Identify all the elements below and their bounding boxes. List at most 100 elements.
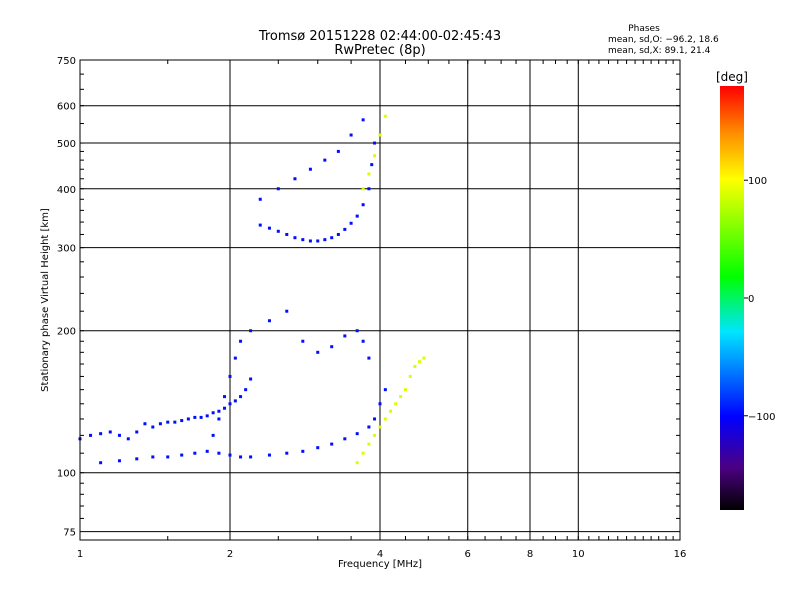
data-point	[323, 158, 327, 162]
data-point	[217, 409, 221, 413]
chart-subtitle: RwPretec (8p)	[334, 43, 425, 58]
data-point	[267, 226, 271, 230]
x-tick-label: 2	[227, 549, 233, 560]
data-point	[186, 417, 190, 421]
stats-heading: Phases	[628, 24, 660, 34]
data-point	[394, 402, 398, 406]
data-point	[367, 187, 371, 191]
data-point	[117, 433, 121, 437]
data-point	[211, 433, 215, 437]
x-tick-label: 4	[377, 549, 383, 560]
data-point	[343, 227, 347, 231]
data-point	[301, 449, 305, 453]
data-point	[223, 406, 227, 410]
data-point	[89, 433, 93, 437]
data-point	[301, 339, 305, 343]
colorbar-tick-label: −100	[748, 412, 775, 423]
data-point	[361, 203, 365, 207]
data-point	[343, 334, 347, 338]
colorbar-ticks: 100 0 −100	[744, 176, 775, 423]
data-point	[158, 422, 162, 426]
data-point	[378, 425, 382, 429]
data-point	[205, 449, 209, 453]
data-point	[223, 395, 227, 399]
data-point	[373, 433, 377, 437]
data-point	[143, 422, 147, 426]
data-point	[361, 118, 365, 122]
data-point	[117, 459, 121, 463]
data-point	[233, 356, 237, 360]
data-point	[378, 133, 382, 137]
data-point	[330, 442, 334, 446]
data-point	[166, 420, 170, 424]
grid-lines	[80, 60, 680, 540]
data-point	[233, 399, 237, 403]
data-point	[267, 319, 271, 323]
x-tick-label: 10	[572, 549, 585, 560]
data-point	[408, 374, 412, 378]
data-point	[383, 114, 387, 118]
data-point	[413, 364, 417, 368]
data-point	[349, 133, 353, 137]
data-point	[151, 455, 155, 459]
data-point	[355, 461, 359, 465]
data-point	[336, 149, 340, 153]
data-point	[193, 415, 197, 419]
data-point	[323, 238, 327, 242]
data-point	[151, 425, 155, 429]
data-point	[293, 177, 297, 181]
data-point	[211, 411, 215, 415]
data-point	[193, 451, 197, 455]
data-point	[361, 339, 365, 343]
data-point	[399, 395, 403, 399]
data-point	[126, 437, 130, 441]
data-point	[308, 167, 312, 171]
data-point	[205, 414, 209, 418]
data-point	[217, 417, 221, 421]
x-tick-label: 16	[674, 549, 687, 560]
data-point	[199, 415, 203, 419]
y-tick-label: 500	[57, 139, 76, 150]
data-point	[378, 402, 382, 406]
data-point	[316, 239, 320, 243]
data-point	[180, 453, 184, 457]
data-point	[367, 172, 371, 176]
data-point	[239, 395, 243, 399]
data-point	[228, 374, 232, 378]
data-point	[135, 457, 139, 461]
y-tick-label: 75	[63, 528, 76, 539]
data-point	[367, 425, 371, 429]
stats-o-mode: mean, sd,O: −96.2, 18.6	[608, 35, 719, 45]
colorbar-label: [deg]	[716, 70, 748, 84]
y-tick-label: 200	[57, 327, 76, 338]
data-point	[239, 455, 243, 459]
data-point	[417, 360, 421, 364]
data-point	[373, 417, 377, 421]
data-point	[355, 432, 359, 436]
data-point	[99, 432, 103, 436]
data-point	[276, 229, 280, 233]
data-point	[99, 461, 103, 465]
colorbar-tick-label: 100	[748, 176, 767, 187]
x-axis-label: Frequency [MHz]	[338, 559, 422, 570]
y-axis: 75 100 200 300 400 500 600 750	[57, 56, 680, 539]
data-point	[355, 214, 359, 218]
data-point	[349, 221, 353, 225]
data-point	[361, 451, 365, 455]
x-tick-label: 8	[527, 549, 533, 560]
data-point	[383, 417, 387, 421]
data-point	[301, 238, 305, 242]
data-point	[293, 236, 297, 240]
data-point	[249, 377, 253, 381]
y-tick-label: 600	[57, 102, 76, 113]
data-point	[166, 455, 170, 459]
data-point	[228, 402, 232, 406]
data-point	[244, 388, 248, 392]
data-point	[285, 232, 289, 236]
data-point	[285, 309, 289, 313]
data-point	[173, 420, 177, 424]
data-point	[258, 223, 262, 227]
data-point	[389, 409, 393, 413]
data-point	[180, 419, 184, 423]
chart-title: Tromsø 20151228 02:44:00-02:45:43	[258, 29, 501, 44]
